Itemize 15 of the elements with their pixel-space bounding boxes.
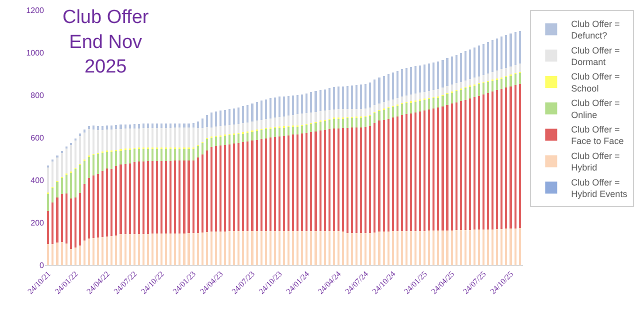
legend-label: Club Offer = Online [571, 98, 620, 120]
y-tick-label: 800 [30, 90, 45, 100]
y-tick-label: 200 [30, 218, 45, 228]
legend-label: Club Offer = Dormant [571, 45, 620, 67]
y-tick-label: 1000 [26, 48, 45, 58]
legend-label: Club Offer = School [571, 72, 620, 94]
y-tick-label: 0 [40, 260, 45, 270]
legend-label: Club Offer = Defunct? [571, 18, 620, 41]
legend-label: Club Offer = Face to Face [571, 124, 624, 146]
legend-label: Club Offer = Hybrid [571, 150, 620, 173]
y-tick-label: 400 [30, 176, 45, 185]
y-tick-label: 600 [30, 133, 45, 142]
legend-label: Club Offer = Hybrid Events [571, 177, 628, 199]
text: Club Offer End Nov 2025 [62, 7, 150, 78]
y-tick-label: 1200 [26, 6, 45, 15]
